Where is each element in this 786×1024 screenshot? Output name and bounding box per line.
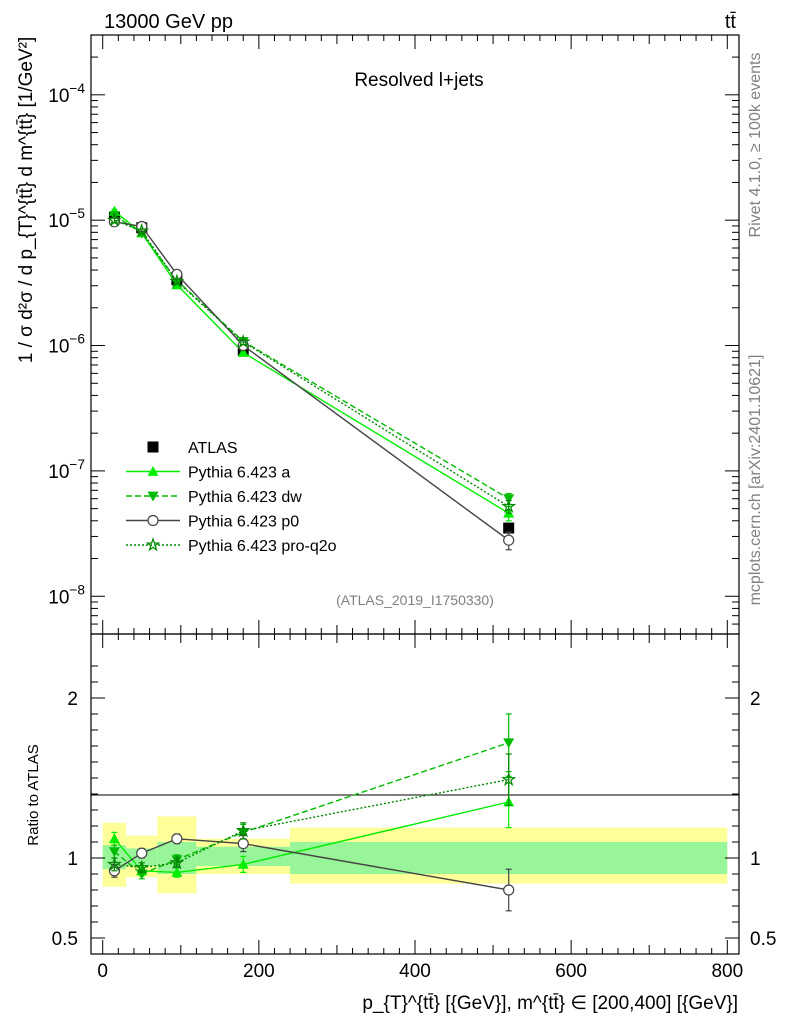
data-point bbox=[106, 212, 122, 227]
data-point bbox=[169, 854, 185, 870]
analysis-tag: (ATLAS_2019_I1750330) bbox=[336, 592, 494, 608]
data-point bbox=[501, 771, 517, 787]
series-pythia-6-423-dw bbox=[108, 211, 515, 506]
y-tick-label: 10−7 bbox=[48, 457, 85, 483]
data-point bbox=[134, 859, 150, 875]
main-panel: 10−8 10−7 10−6 10−5 10−4 Resolved l+jets (AT… bbox=[16, 34, 740, 635]
data-point bbox=[108, 833, 120, 844]
rivet-label: Rivet 4.1.0, ≥ 100k events bbox=[747, 53, 764, 238]
series-line bbox=[114, 221, 510, 541]
series-pythia-6-423-pro-q2o bbox=[106, 753, 517, 875]
data-point bbox=[235, 333, 251, 349]
data-point bbox=[501, 498, 517, 513]
series-pythia-6-423-p0 bbox=[108, 216, 515, 551]
legend-marker bbox=[145, 537, 161, 552]
legend-label: Pythia 6.423 dw bbox=[188, 489, 302, 506]
main-title: Resolved l+jets bbox=[354, 70, 483, 91]
ratio-y-tick-label: 2 bbox=[67, 689, 78, 710]
x-tick-label: 400 bbox=[399, 961, 431, 982]
legend-label: ATLAS bbox=[188, 440, 238, 457]
legend-marker bbox=[147, 441, 159, 453]
data-point bbox=[237, 858, 249, 869]
ratio-ylabel: Ratio to ATLAS bbox=[25, 744, 42, 845]
data-point bbox=[235, 822, 251, 838]
data-point bbox=[171, 866, 183, 877]
data-point bbox=[169, 273, 185, 288]
ratio-frame bbox=[90, 633, 740, 955]
legend-label: Pythia 6.423 a bbox=[188, 465, 290, 482]
series-line bbox=[113, 210, 510, 514]
legend-item-atlas: ATLAS bbox=[147, 440, 238, 457]
x-tick-label: 0 bbox=[97, 961, 108, 982]
main-ylabel: 1 / σ d²σ / d p_{T}^{tt̄} d m^{tt̄} [1/G… bbox=[16, 37, 37, 363]
data-point bbox=[237, 346, 249, 357]
series-pythia-6-423-pro-q2o bbox=[106, 212, 517, 514]
data-point bbox=[503, 534, 515, 546]
mcplots-label: mcplots.cern.ch [arXiv:2401.10621] bbox=[747, 355, 764, 606]
legend-marker bbox=[147, 514, 159, 527]
x-tick-label: 600 bbox=[555, 961, 587, 982]
legend-label: Pythia 6.423 p0 bbox=[188, 514, 299, 531]
data-point bbox=[171, 833, 183, 845]
data-point bbox=[503, 522, 515, 534]
legend-marker bbox=[147, 491, 159, 502]
series-line bbox=[114, 214, 510, 500]
data-point bbox=[237, 837, 249, 850]
series-line bbox=[114, 219, 510, 508]
ratio-xlabel: p_{T}^{tt̄} [{GeV}], m^{tt̄} ∈ [200,400]… bbox=[362, 993, 738, 1014]
legend-item-pythia-6-423-p0: Pythia 6.423 p0 bbox=[126, 514, 299, 531]
x-tick-label: 200 bbox=[243, 961, 275, 982]
data-point bbox=[503, 738, 515, 749]
y-tick-label: 10−6 bbox=[48, 332, 85, 358]
energy-label: 13000 GeV pp bbox=[104, 11, 233, 33]
ratio-y-tick-label-right: 0.5 bbox=[750, 929, 776, 950]
ratio-panel: 0.5 0.51 12 2 0 200 400 600 800 Ratio to ATLAS … bbox=[25, 633, 776, 1014]
series-pythia-6-423-a bbox=[108, 205, 515, 522]
ratio-y-tick-label-right: 1 bbox=[750, 849, 761, 870]
legend-marker bbox=[147, 466, 159, 476]
data-point bbox=[108, 847, 120, 858]
legend: ATLAS Pythia 6.423 a Pythia 6.423 dw Pythia… bbox=[126, 440, 337, 555]
ratio-y-tick-label: 0.5 bbox=[52, 929, 78, 950]
process-label: tt̄ bbox=[725, 11, 737, 33]
legend-item-pythia-6-423-pro-q2o: Pythia 6.423 pro-q2o bbox=[126, 537, 337, 555]
ratio-y-tick-label: 1 bbox=[67, 849, 78, 870]
ratio-y-tick-label-right: 2 bbox=[750, 689, 761, 710]
data-point bbox=[503, 884, 515, 896]
legend-label: Pythia 6.423 pro-q2o bbox=[188, 538, 337, 555]
series-atlas bbox=[108, 212, 515, 534]
data-point bbox=[136, 847, 148, 859]
y-tick-label: 10−4 bbox=[48, 81, 85, 107]
y-tick-label: 10−5 bbox=[48, 206, 85, 232]
data-point bbox=[106, 856, 122, 871]
data-point bbox=[134, 223, 150, 238]
y-tick-label: 10−8 bbox=[48, 582, 85, 608]
legend-item-pythia-6-423-dw: Pythia 6.423 dw bbox=[126, 489, 302, 506]
legend-item-pythia-6-423-a: Pythia 6.423 a bbox=[126, 465, 290, 482]
x-tick-label: 800 bbox=[711, 961, 743, 982]
